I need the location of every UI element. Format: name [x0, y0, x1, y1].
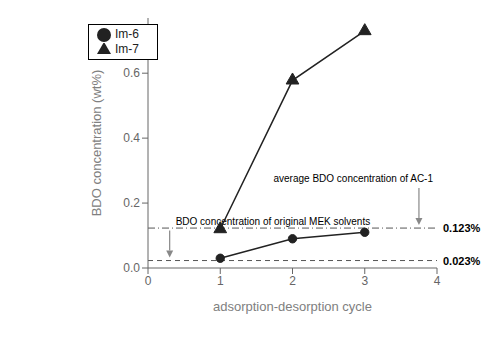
svg-text:average BDO concentration of A: average BDO concentration of AC-1 — [273, 173, 433, 184]
svg-text:0.2: 0.2 — [123, 196, 140, 210]
html-text:Im-6: Im-6 — [115, 27, 139, 41]
html-text:Im-7: Im-7 — [115, 41, 139, 56]
svg-text:0.023%: 0.023% — [443, 255, 481, 267]
svg-text:3: 3 — [361, 274, 368, 288]
svg-text:4: 4 — [434, 274, 441, 288]
svg-text:0.123%: 0.123% — [443, 222, 481, 234]
svg-text:1: 1 — [217, 274, 224, 288]
svg-text:0.6: 0.6 — [123, 66, 140, 80]
svg-text:BDO concentration of original: BDO concentration of original MEK solven… — [176, 216, 371, 227]
svg-text:2: 2 — [289, 274, 296, 288]
svg-text:adsorption-desorption cycle: adsorption-desorption cycle — [213, 299, 372, 314]
svg-text:BDO concentration (wt%): BDO concentration (wt%) — [89, 70, 104, 217]
svg-text:0.4: 0.4 — [123, 131, 140, 145]
svg-text:0: 0 — [145, 274, 152, 288]
svg-text:0.0: 0.0 — [123, 261, 140, 275]
